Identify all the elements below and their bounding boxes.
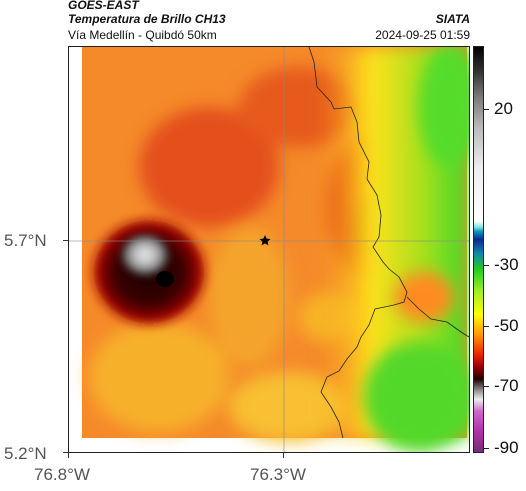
location-star-icon (259, 235, 271, 246)
latitude-label-5.2: 5.2°N (4, 444, 47, 463)
region-subtitle: Vía Medellín - Quibdó 50km (68, 28, 217, 42)
organization-label: SIATA (435, 12, 470, 26)
colorbar-label-minus50: -50 (494, 316, 519, 335)
colorbar-label-minus30: -30 (494, 255, 519, 274)
brightness-temperature-map (68, 46, 470, 453)
temperature-field (82, 47, 469, 452)
colorbar (473, 46, 484, 453)
timestamp-label: 2024-09-25 01:59 (375, 28, 470, 42)
product-title: Temperatura de Brillo CH13 (68, 12, 226, 26)
colorbar-label-minus70: -70 (494, 376, 519, 395)
boundary-line (308, 47, 408, 439)
satellite-name: GOES-EAST (68, 0, 139, 12)
longitude-label-76.3: 76.3°W (250, 465, 306, 484)
colorbar-label-minus90: -90 (494, 438, 519, 457)
colorbar-label-20: 20 (494, 99, 513, 118)
latitude-label-5.7: 5.7°N (4, 231, 47, 250)
longitude-label-76.8: 76.8°W (34, 465, 90, 484)
